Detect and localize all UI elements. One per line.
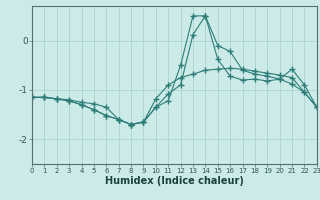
X-axis label: Humidex (Indice chaleur): Humidex (Indice chaleur): [105, 176, 244, 186]
